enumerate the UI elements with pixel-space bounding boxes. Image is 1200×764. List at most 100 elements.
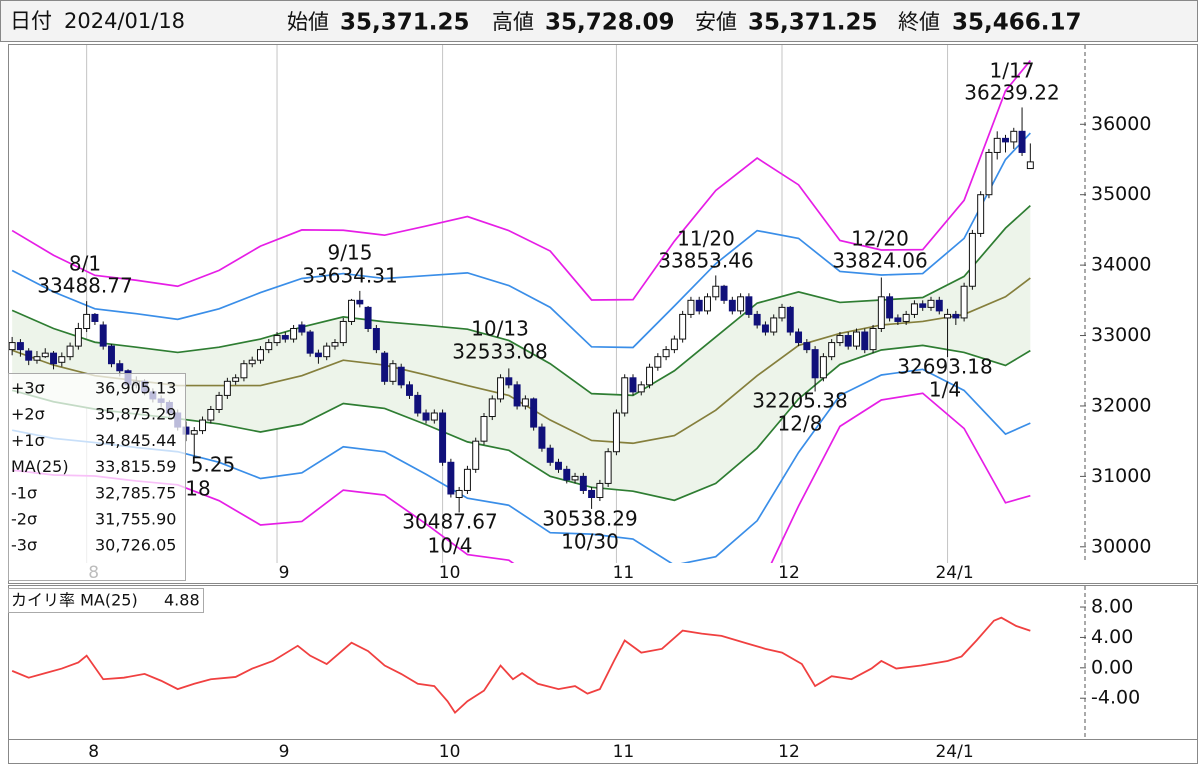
candle-body (679, 313, 687, 340)
band-line (11, 60, 1031, 301)
y-tick-label: 33000 (1091, 324, 1151, 346)
candle-body (646, 366, 654, 386)
candle-body (74, 327, 82, 347)
sub-plot-area (11, 616, 1031, 715)
legend-label: +3σ (11, 379, 45, 398)
candle-body (364, 306, 372, 329)
x-tick-label: 8 (88, 742, 99, 762)
candle-body (240, 363, 248, 379)
candle-body (704, 296, 711, 312)
x-tick-label: 10 (439, 563, 461, 583)
annotation: 10/4 (428, 534, 473, 558)
candle-body (687, 299, 695, 315)
candle-body (381, 352, 389, 382)
legend-box (8, 588, 204, 613)
low-label: 安値 (695, 10, 737, 34)
candle-body (902, 313, 910, 322)
candle-body (861, 331, 869, 351)
candle-body (323, 345, 331, 358)
legend-value: 32,785.75 (95, 483, 176, 502)
candle-body (331, 342, 339, 347)
high-value: 35,728.09 (545, 10, 675, 36)
candle-body (397, 366, 405, 386)
annotation: 8/1 (69, 252, 101, 276)
candle-body (786, 306, 794, 333)
candle-body (348, 299, 356, 322)
candle-body (588, 489, 596, 499)
candle-body (1018, 130, 1026, 153)
x-tick-label: 11 (613, 742, 635, 762)
candle-body (513, 384, 521, 407)
candle-body (439, 412, 447, 463)
annotation: 33824.06 (832, 249, 927, 273)
candle-body (33, 356, 41, 361)
close-value: 35,466.17 (952, 10, 1082, 36)
candle-body (25, 350, 33, 361)
candle-body (248, 359, 256, 365)
candle-body (778, 306, 786, 319)
legend-label: カイリ率 MA(25) (11, 591, 138, 610)
candle-body (298, 324, 306, 333)
annotation: 36239.22 (964, 81, 1059, 105)
date-strip (8, 739, 1198, 764)
legend-value: 35,875.29 (95, 405, 176, 424)
legend-value: 33,815.59 (95, 457, 176, 476)
y-tick-label: -4.00 (1091, 687, 1140, 709)
y-tick-label: 4.00 (1091, 626, 1133, 648)
x-tick-label: 24/1 (935, 742, 973, 762)
candle-body (497, 377, 505, 400)
legend-label: MA(25) (11, 457, 69, 476)
candle-body (430, 412, 438, 421)
x-tick-label: 9 (279, 742, 290, 762)
x-tick-label: 10 (439, 742, 461, 762)
close-label: 終値 (898, 10, 940, 34)
candle-body (919, 303, 927, 308)
candle-body (579, 475, 587, 491)
candle-body (1002, 137, 1009, 143)
y-tick-label: 30000 (1091, 535, 1151, 557)
candle-body (99, 324, 107, 347)
legend-value: 31,755.90 (95, 510, 176, 529)
legend-box (8, 373, 186, 581)
candle-body (604, 451, 612, 484)
candle-body (265, 342, 273, 351)
y-tick-label: 32000 (1091, 394, 1151, 416)
band-fill (12, 205, 1031, 501)
candle-body (306, 331, 314, 354)
y-tick-label: 36000 (1091, 113, 1151, 135)
band-line (11, 132, 1031, 349)
candle-body (414, 394, 422, 414)
candle-body (886, 296, 894, 319)
deviation-line (11, 616, 1031, 715)
legend-label: -1σ (11, 483, 37, 502)
candle-body (480, 416, 488, 442)
candle-body (819, 356, 827, 379)
candle-body (339, 320, 347, 344)
candle-body (985, 151, 993, 196)
candle-body (803, 342, 811, 351)
candle-body (968, 232, 976, 287)
high-label: 高値 (492, 10, 534, 34)
candle-body (50, 352, 58, 365)
annotation: 9/15 (328, 241, 373, 265)
candle-body (944, 313, 952, 319)
candle-body (538, 426, 546, 449)
candle-body (314, 352, 322, 358)
annotation: 11/20 (677, 227, 735, 251)
candle-body (232, 377, 240, 382)
open-value: 35,371.25 (340, 10, 470, 36)
plot-area (9, 60, 1034, 563)
candle-body (910, 303, 918, 315)
candle-body (488, 398, 496, 418)
candle-body (1010, 130, 1018, 143)
candle-body (521, 398, 529, 407)
main-panel (8, 44, 1198, 584)
candle-body (290, 327, 298, 340)
legend-label: +2σ (11, 405, 45, 424)
candle-body (563, 468, 571, 481)
annotation: 10/13 (471, 317, 529, 341)
candle-body (273, 335, 281, 344)
annotation: 30487.67 (402, 510, 497, 534)
candle-body (828, 342, 836, 358)
